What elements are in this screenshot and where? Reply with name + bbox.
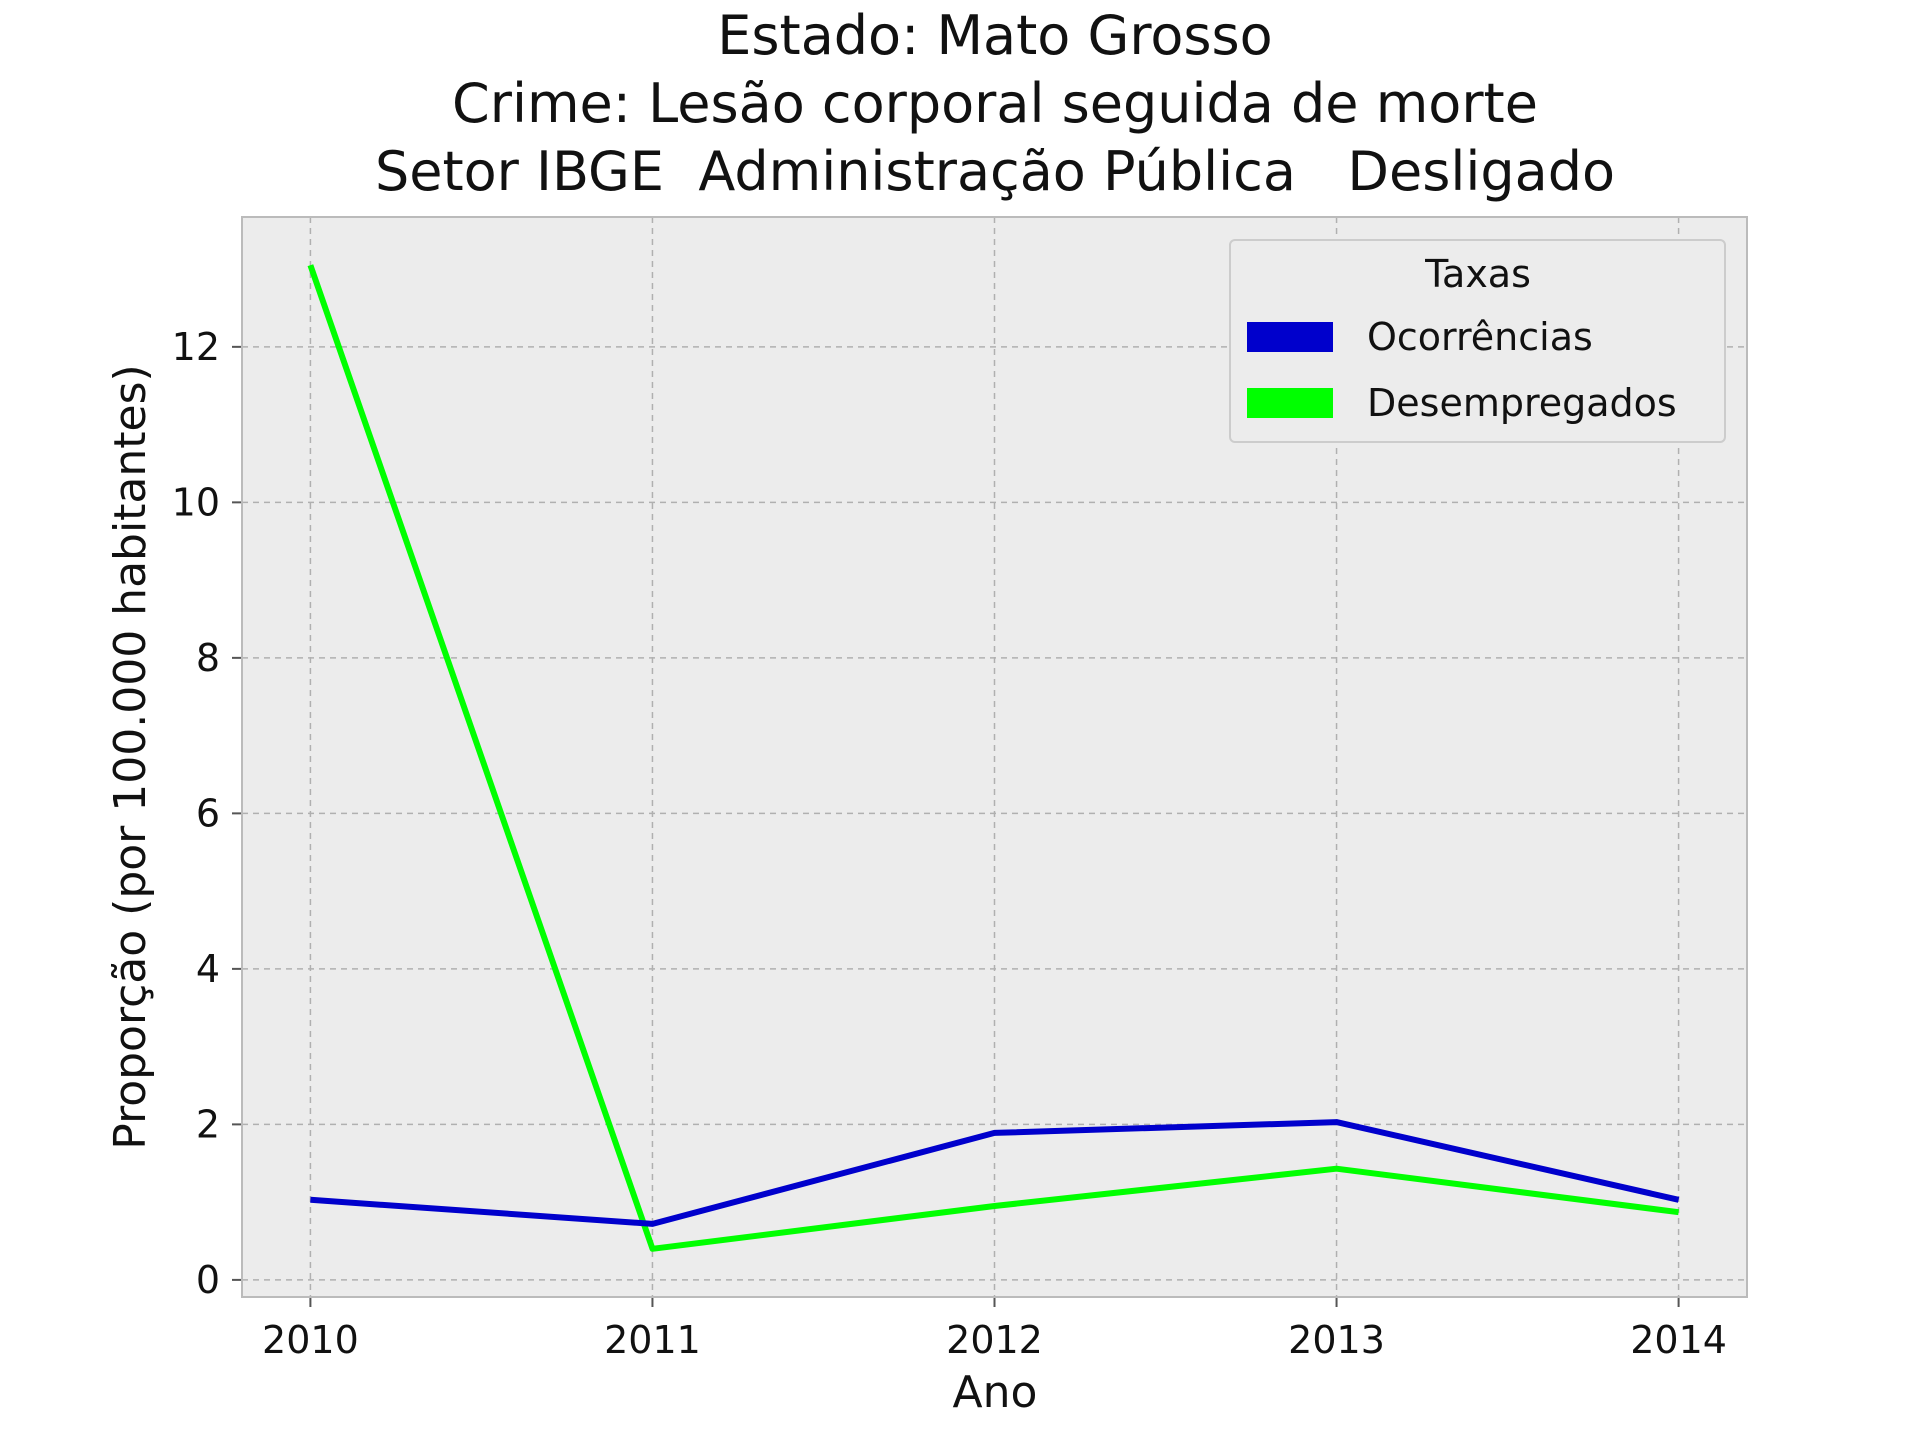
chart-title: Estado: Mato Grosso Crime: Lesão corpora…	[375, 4, 1615, 203]
series-line-desempregados	[307, 264, 1679, 1252]
legend-label-ocorrencias: Ocorrências	[1367, 315, 1593, 359]
legend-label-desempregados: Desempregados	[1367, 381, 1677, 425]
plot-frame	[241, 216, 1748, 1298]
series-lines	[307, 264, 1680, 1252]
legend-swatch-desempregados	[1247, 388, 1333, 418]
y-axis-label: Proporção (por 100.000 habitantes)	[105, 364, 156, 1149]
x-tick-label: 2012	[946, 1318, 1043, 1362]
series-line-ocorrencias	[310, 1119, 1680, 1227]
legend: Taxas Ocorrências Desempregados	[1229, 239, 1726, 443]
x-tick-label: 2011	[604, 1318, 701, 1362]
legend-swatch-ocorrencias	[1247, 322, 1333, 352]
y-tick-label: 6	[196, 791, 220, 835]
x-tick-label: 2010	[262, 1318, 359, 1362]
title-line-3: Setor IBGE Administração Pública Desliga…	[375, 140, 1615, 203]
x-axis-label: Ano	[953, 1367, 1038, 1418]
title-line-2: Crime: Lesão corporal seguida de morte	[452, 72, 1538, 135]
legend-box	[1229, 239, 1726, 443]
y-tick-label: 8	[196, 636, 220, 680]
y-tick-label: 10	[172, 480, 220, 524]
y-tick-label: 2	[196, 1102, 220, 1146]
x-tick-label: 2013	[1288, 1318, 1385, 1362]
title-line-1: Estado: Mato Grosso	[717, 4, 1272, 67]
y-tick-label: 12	[172, 325, 220, 369]
x-tick-label: 2014	[1630, 1318, 1727, 1362]
legend-title: Taxas	[1424, 252, 1531, 296]
axis-ticks: 2010 2011 2012 2013 2014 0 2 4 6 8 10 12	[172, 325, 1727, 1362]
y-tick-label: 4	[196, 947, 220, 991]
y-tick-label: 0	[196, 1258, 220, 1302]
